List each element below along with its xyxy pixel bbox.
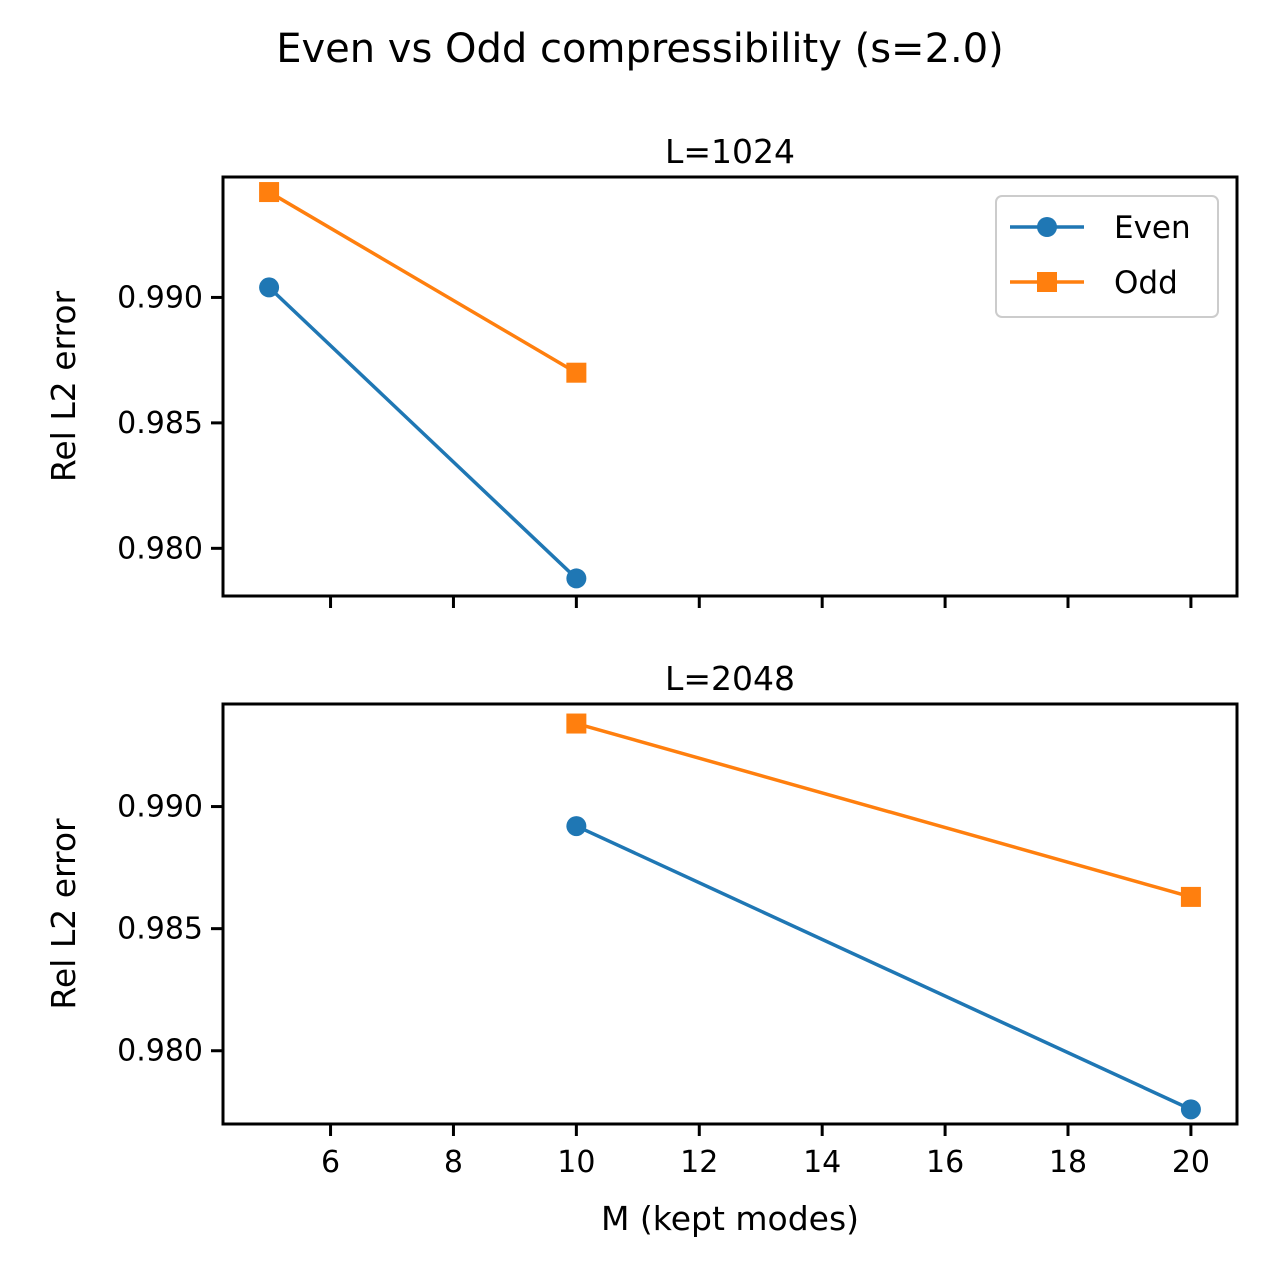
x-tick-label: 18	[1049, 1145, 1087, 1180]
data-point-even	[566, 568, 587, 589]
legend: Even Odd	[995, 195, 1219, 318]
data-point-odd	[566, 713, 587, 734]
plot-area	[267, 190, 578, 580]
x-tick-label: 16	[926, 1145, 964, 1180]
data-point-even	[1180, 1099, 1201, 1120]
y-tick-label: 0.980	[117, 531, 203, 566]
subplot-title: L=1024	[665, 132, 795, 171]
data-point-odd	[1180, 886, 1201, 907]
x-tick-label: 14	[803, 1145, 841, 1180]
figure-title: Even vs Odd compressibility (s=2.0)	[276, 26, 1004, 72]
data-point-odd	[566, 362, 587, 383]
legend-label-even: Even	[1114, 210, 1191, 246]
series-line-odd	[268, 190, 578, 375]
data-point-odd	[259, 182, 280, 203]
plot-area	[575, 721, 1192, 1111]
x-tick-label: 6	[321, 1145, 340, 1180]
x-tick-label: 20	[1172, 1145, 1210, 1180]
y-tick-label: 0.985	[117, 406, 203, 441]
legend-label-odd: Odd	[1114, 265, 1178, 301]
data-point-even	[259, 277, 280, 298]
x-tick-label: 12	[680, 1145, 718, 1180]
x-axis-label: M (kept modes)	[601, 1199, 859, 1238]
legend-marker-odd	[1037, 272, 1057, 292]
data-point-even	[566, 816, 587, 837]
series-line-odd	[575, 721, 1192, 899]
y-axis-label: Rel L2 error	[44, 290, 83, 482]
x-tick-label: 10	[557, 1145, 595, 1180]
legend-marker-even	[1037, 217, 1057, 237]
y-axis-label: Rel L2 error	[44, 818, 83, 1010]
subplot-title: L=2048	[665, 659, 795, 698]
subplot-bottom: L=2048 0.980 0.985 0.990 6 8 10 12 14 16 18 20 Rel L…	[44, 659, 1239, 1238]
y-tick-label: 0.990	[117, 280, 203, 315]
series-line-even	[267, 286, 578, 580]
subplot-top: L=1024 0.980 0.985 0.990 Rel L2 error Even Odd	[44, 132, 1239, 608]
axes-frame	[221, 702, 1239, 1126]
y-tick-label: 0.985	[117, 912, 203, 947]
y-tick-label: 0.990	[117, 790, 203, 825]
series-line-even	[575, 824, 1192, 1111]
axes-frame	[221, 175, 1239, 598]
x-tick-label: 8	[444, 1145, 463, 1180]
y-tick-label: 0.980	[117, 1034, 203, 1069]
